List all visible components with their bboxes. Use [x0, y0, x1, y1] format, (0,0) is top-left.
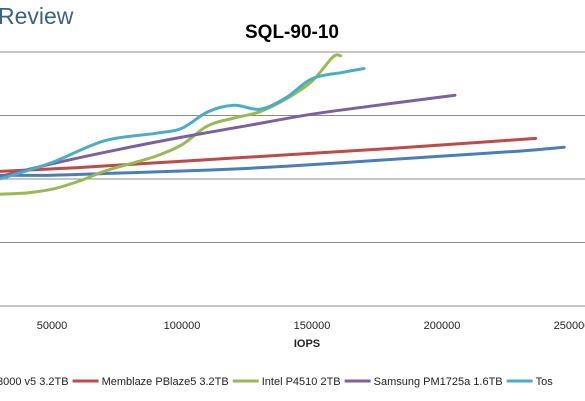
chart-title: SQL-90-10 — [245, 22, 339, 43]
x-tick-label: 100000 — [164, 320, 201, 332]
legend-label: Samsung PM1725a 1.6TB — [374, 376, 503, 388]
x-tick-label: 150000 — [294, 320, 331, 332]
series-lines — [0, 53, 566, 196]
x-tick-label: 50000 — [37, 320, 68, 332]
legend-label: 3000 v5 3.2TB — [0, 376, 69, 388]
legend-label: Tos — [536, 376, 554, 388]
x-axis-title: IOPS — [294, 338, 320, 350]
gridlines — [0, 51, 585, 307]
series-line — [0, 53, 343, 196]
x-axis-ticks: 50000 100000 150000 200000 250000 — [37, 320, 585, 332]
x-tick-label: 250000 — [554, 320, 585, 332]
brand-logo-text: Review — [0, 3, 74, 29]
legend-label: Memblaze PBlaze5 3.2TB — [102, 376, 229, 388]
series-line — [0, 145, 566, 177]
series-line — [0, 136, 538, 173]
series-line — [0, 67, 366, 181]
series-line — [0, 93, 457, 178]
legend-label: Intel P4510 2TB — [262, 376, 341, 388]
legend: 3000 v5 3.2TB Memblaze PBlaze5 3.2TB Intel… — [0, 376, 553, 388]
x-tick-label: 200000 — [424, 320, 461, 332]
